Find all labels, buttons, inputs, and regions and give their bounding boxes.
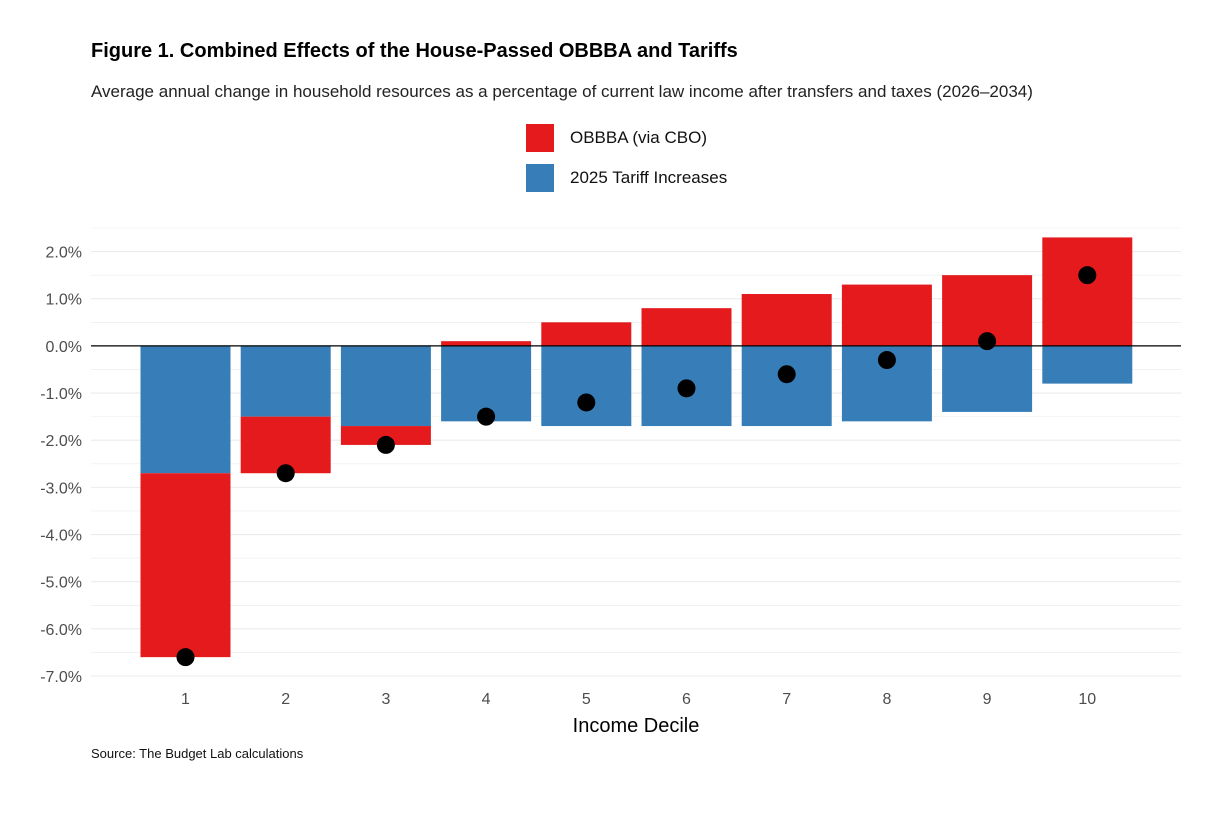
- x-tick-label: 10: [1078, 691, 1096, 708]
- bar-obbba-decile-4: [441, 341, 532, 346]
- y-tick-label: 1.0%: [46, 292, 82, 309]
- bar-tariff-decile-3: [340, 345, 431, 427]
- legend-item-tariff: 2025 Tariff Increases: [526, 158, 727, 198]
- y-tick-label: -6.0%: [40, 622, 82, 639]
- net-marker-decile-2: [276, 464, 295, 483]
- bar-tariff-decile-1: [140, 345, 231, 474]
- y-tick-label: -1.0%: [40, 386, 82, 403]
- y-tick-label: 2.0%: [46, 245, 82, 262]
- legend-item-obbba: OBBBA (via CBO): [526, 118, 727, 158]
- bar-obbba-decile-10: [1042, 237, 1133, 346]
- net-marker-decile-1: [176, 648, 195, 667]
- bar-obbba-decile-3: [340, 426, 431, 445]
- net-marker-decile-5: [577, 393, 596, 412]
- bar-obbba-decile-8: [841, 284, 932, 346]
- y-tick-label: 0.0%: [46, 339, 82, 356]
- bar-tariff-decile-10: [1042, 345, 1133, 384]
- net-marker-decile-6: [677, 379, 696, 398]
- legend-label-obbba: OBBBA (via CBO): [570, 128, 707, 147]
- x-tick-label: 4: [482, 691, 491, 708]
- x-tick-label: 7: [782, 691, 791, 708]
- source-note: Source: The Budget Lab calculations: [91, 746, 304, 761]
- x-tick-label: 1: [181, 691, 190, 708]
- x-tick-label: 3: [381, 691, 390, 708]
- net-marker-decile-4: [477, 407, 496, 426]
- legend-label-tariff: 2025 Tariff Increases: [570, 168, 728, 187]
- y-tick-label: -4.0%: [40, 528, 82, 545]
- bar-obbba-decile-5: [541, 322, 632, 346]
- chart-subtitle: Average annual change in household resou…: [91, 82, 1033, 101]
- chart-legend: OBBBA (via CBO) 2025 Tariff Increases: [526, 118, 727, 198]
- net-marker-decile-3: [376, 435, 395, 454]
- bar-tariff-decile-2: [240, 345, 331, 417]
- bar-tariff-decile-5: [541, 345, 632, 427]
- y-tick-label: -2.0%: [40, 433, 82, 450]
- net-marker-decile-7: [777, 365, 796, 384]
- legend-swatch-obbba: [526, 124, 554, 152]
- legend-swatch-tariff: [526, 164, 554, 192]
- bar-tariff-decile-9: [942, 345, 1033, 412]
- bar-obbba-decile-1: [140, 473, 231, 658]
- bar-tariff-decile-7: [741, 345, 832, 427]
- y-tick-label: -3.0%: [40, 480, 82, 497]
- x-tick-label: 9: [983, 691, 992, 708]
- x-tick-label: 8: [882, 691, 891, 708]
- bar-obbba-decile-6: [641, 308, 732, 346]
- net-marker-decile-10: [1078, 266, 1097, 285]
- bar-obbba-decile-7: [741, 294, 832, 346]
- x-tick-label: 5: [582, 691, 591, 708]
- x-axis-title: Income Decile: [573, 715, 700, 737]
- net-marker-decile-8: [877, 351, 896, 370]
- x-tick-label: 6: [682, 691, 691, 708]
- y-tick-label: -5.0%: [40, 575, 82, 592]
- y-tick-label: -7.0%: [40, 669, 82, 686]
- x-tick-label: 2: [281, 691, 290, 708]
- bar-obbba-decile-2: [240, 416, 331, 474]
- net-marker-decile-9: [978, 332, 997, 351]
- chart-title: Figure 1. Combined Effects of the House-…: [91, 40, 738, 62]
